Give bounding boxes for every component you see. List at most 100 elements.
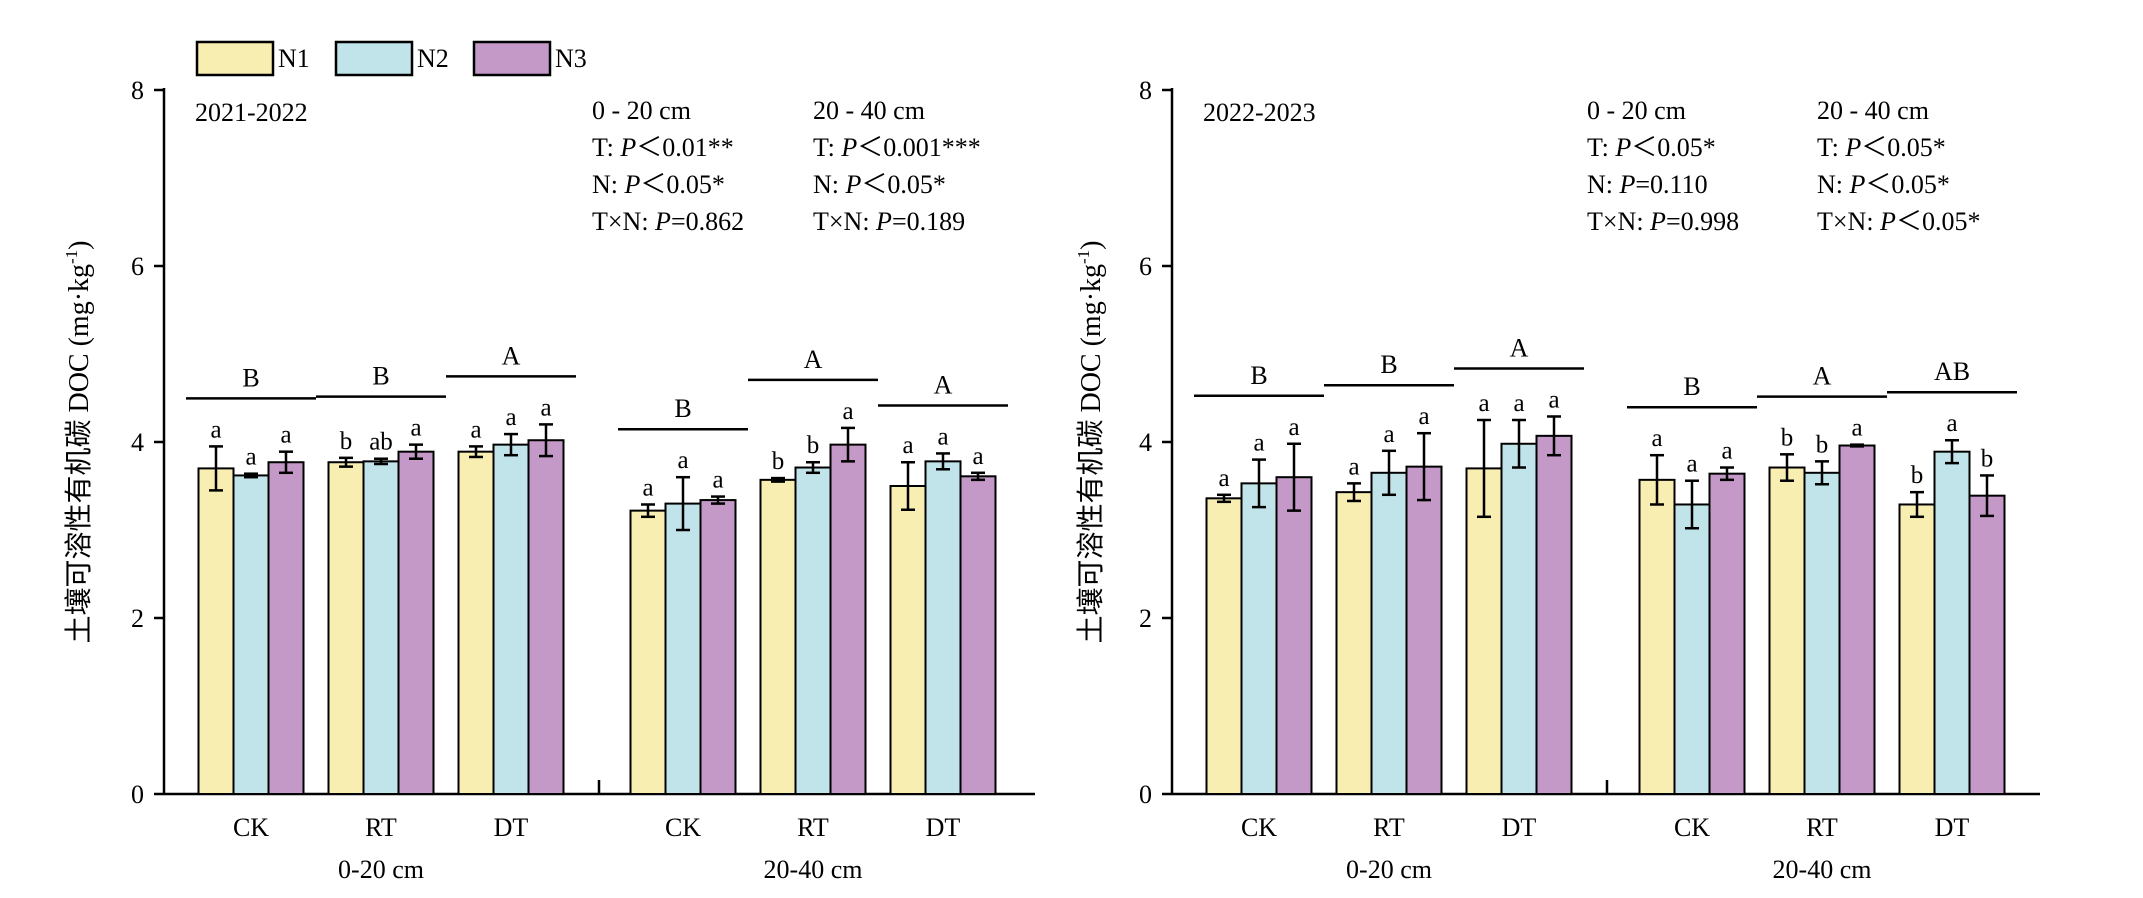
significance-letter: a [245, 444, 256, 471]
y-axis-title-close: ) [64, 240, 95, 249]
group-letter: A [804, 345, 823, 374]
bar-n3 [397, 450, 435, 795]
bar-n2 [1933, 450, 1971, 795]
significance-letter: a [1851, 415, 1862, 442]
bar-n2 [362, 460, 400, 795]
significance-letter: a [470, 416, 481, 443]
bar-n3 [1275, 476, 1313, 795]
depth-label: 20-40 cm [764, 855, 863, 884]
stats-p-symbol: P [840, 133, 857, 162]
stats-header: 0 - 20 cm [592, 96, 691, 125]
bar-n3 [1968, 494, 2006, 795]
stats-p-symbol: P [624, 170, 641, 199]
bar-n3 [1708, 472, 1746, 795]
group-letter: B [674, 394, 691, 423]
stats-value: ＜0.05* [1896, 207, 1981, 236]
significance-letter: a [1478, 390, 1489, 417]
significance-letter: a [937, 423, 948, 450]
x-tick-label: RT [797, 813, 829, 842]
depth-label: 20-40 cm [1773, 855, 1872, 884]
y-tick-label: 6 [1139, 252, 1152, 281]
stats-block: 20 - 40 cmT: P＜0.05*N: P＜0.05*T×N: P＜0.0… [1817, 96, 1980, 236]
y-axis-title: 土壤可溶性有机碳 DOC (mg·kg-1) [62, 240, 95, 643]
y-tick-label: 4 [1139, 428, 1152, 457]
panel-2021-2022: 土壤可溶性有机碳 DOC (mg·kg-1) 0 2 4 6 8 2021-2022 0 - … [62, 76, 1035, 884]
stats-row: T: P＜0.001*** [813, 133, 981, 162]
stats-value: ＜0.05* [1861, 133, 1946, 162]
bar-n2 [1370, 471, 1408, 795]
legend-swatch [334, 40, 414, 77]
stats-row: T: P＜0.05* [1817, 133, 1946, 162]
bar-n1 [457, 450, 495, 795]
bar-n2 [1673, 503, 1711, 795]
stats-row: T×N: P=0.998 [1587, 207, 1739, 236]
depth-label: 0-20 cm [338, 855, 424, 884]
y-tick-label: 8 [131, 76, 144, 105]
y-tick-label: 2 [131, 604, 144, 633]
y-axis-title: 土壤可溶性有机碳 DOC (mg·kg-1) [1074, 240, 1107, 643]
y-axis-title-text: 土壤可溶性有机碳 DOC (mg·kg [63, 264, 95, 644]
bar-n1 [197, 467, 235, 795]
stats-block: 20 - 40 cmT: P＜0.001***N: P＜0.05*T×N: P=… [813, 96, 981, 236]
significance-letter: a [1218, 465, 1229, 492]
significance-letter: a [1418, 403, 1429, 430]
significance-letter: b [1981, 445, 1994, 472]
significance-letter: ab [369, 429, 393, 456]
period-label: 2022-2023 [1203, 98, 1316, 127]
significance-letter: a [712, 467, 723, 494]
bar-n2 [492, 443, 530, 795]
bar-n1 [1465, 467, 1503, 795]
significance-letter: a [540, 394, 551, 421]
stats-value: =0.998 [1666, 207, 1739, 236]
stats-header: 20 - 40 cm [1817, 96, 1929, 125]
y-tick-label: 0 [1139, 780, 1152, 809]
stats-factor: T: [592, 133, 620, 162]
stats-row: N: P＜0.05* [1817, 170, 1950, 199]
legend-item-n3: N3 [472, 40, 587, 77]
x-tick-label: CK [1241, 813, 1277, 842]
stats-p-symbol: P [845, 170, 862, 199]
depth-group-20-40 cm: 20-40 cmCKaa aBRTb baADTbabAB [1627, 357, 2017, 884]
stats-value: =0.862 [671, 207, 744, 236]
stats-p-symbol: P [1844, 133, 1861, 162]
significance-letter: a [1288, 414, 1299, 441]
stats-factor: T×N: [1817, 207, 1880, 236]
group-letter: B [1250, 361, 1267, 390]
group-letter: A [502, 341, 521, 370]
bar-n1 [327, 461, 365, 795]
stats-p-symbol: P [1619, 170, 1636, 199]
panel-2022-2023: 土壤可溶性有机碳 DOC (mg·kg-1) 0 2 4 6 8 2022-2023 0 - … [1074, 76, 2040, 884]
significance-letter: a [280, 422, 291, 449]
stats-row: T×N: P=0.189 [813, 207, 965, 236]
y-tick-label: 0 [131, 780, 144, 809]
bar-n2 [924, 460, 962, 795]
stats-p-symbol: P [875, 207, 892, 236]
stats-p-symbol: P [1849, 170, 1866, 199]
stats-value: =0.189 [892, 207, 965, 236]
bar-n1 [1205, 497, 1243, 795]
x-tick-label: RT [365, 813, 397, 842]
significance-letter: b [807, 432, 820, 459]
bar-n3 [1838, 444, 1876, 795]
group-letter: A [1510, 333, 1529, 362]
significance-letter: b [1911, 462, 1924, 489]
significance-letter: a [1946, 410, 1957, 437]
y-axis-title-sup: -1 [62, 250, 81, 264]
stats-factor: T: [813, 133, 841, 162]
y-axis-title-close: ) [1076, 240, 1107, 249]
stats-value: ＜0.05* [861, 170, 946, 199]
depth-group-0-20 cm: 0-20 cmCKaaaBRTaaaBDTa a aA [1194, 333, 1584, 884]
group-letter: A [1813, 362, 1832, 391]
group-letter: B [1683, 372, 1700, 401]
depth-group-20-40 cm: 20-40 cmCKaaaBRTbbaADTa aaA [618, 345, 1008, 884]
bar-n3 [959, 475, 997, 795]
bar-n3 [1535, 434, 1573, 795]
group-letter: A [934, 370, 953, 399]
x-tick-label: CK [233, 813, 269, 842]
